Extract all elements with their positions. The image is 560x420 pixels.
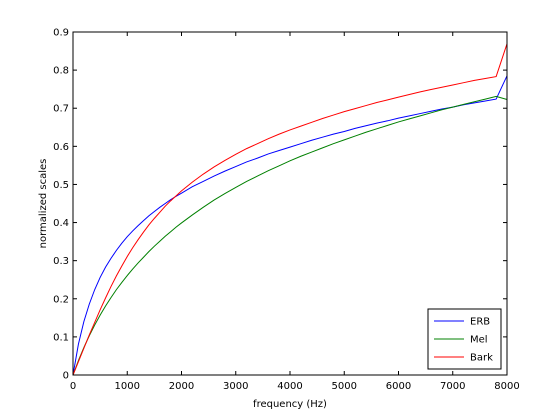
x-tick-label: 2000 — [169, 381, 194, 392]
x-axis-title: frequency (Hz) — [253, 399, 327, 410]
x-tick-label: 3000 — [223, 381, 248, 392]
legend: ERB Mel Bark — [427, 308, 502, 370]
x-tick-label: 5000 — [332, 381, 357, 392]
y-tick-label: 0.4 — [53, 218, 69, 229]
x-tick-label: 0 — [70, 381, 76, 392]
x-tick-label: 7000 — [440, 381, 465, 392]
y-tick-label: 0.3 — [53, 256, 69, 267]
y-tick-label: 0.2 — [53, 294, 69, 305]
ticks-layer: 0 1000 2000 3000 4000 5000 6000 7000 8000 0 0.1 0.2… — [53, 28, 520, 393]
y-tick-label: 0 — [63, 371, 69, 382]
y-tick-label: 0.8 — [53, 66, 69, 77]
x-tick-label: 1000 — [115, 381, 140, 392]
y-tick-label: 0.7 — [53, 104, 69, 115]
y-tick-label: 0.9 — [53, 28, 69, 39]
series-line-bark — [72, 43, 508, 376]
x-tick-label: 8000 — [494, 381, 519, 392]
y-tick-label: 0.5 — [53, 180, 69, 191]
legend-label-mel: Mel — [470, 335, 488, 346]
y-tick-label: 0.6 — [53, 142, 69, 153]
legend-label-bark: Bark — [470, 353, 493, 364]
legend-label-erb: ERB — [470, 317, 490, 328]
series-line-erb — [72, 75, 508, 376]
x-tick-label: 6000 — [386, 381, 411, 392]
series-line-mel — [72, 95, 508, 376]
series-layer — [72, 43, 508, 376]
y-axis-title: normalized scales — [38, 159, 49, 249]
y-tick-label: 0.1 — [53, 332, 69, 343]
x-tick-label: 4000 — [277, 381, 302, 392]
